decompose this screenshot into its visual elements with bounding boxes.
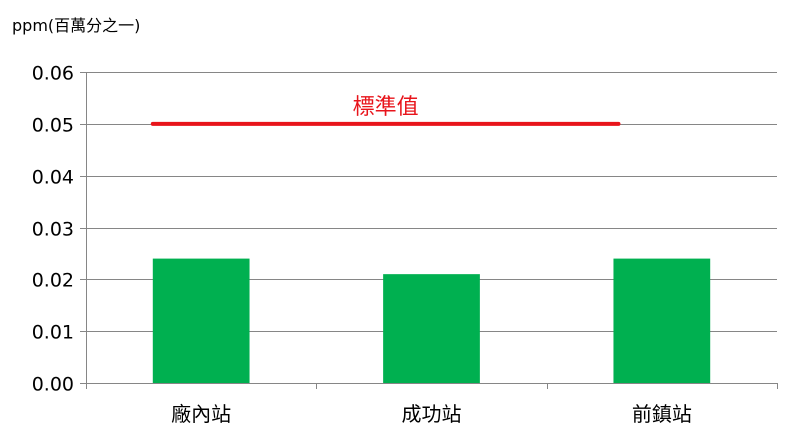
x-category-label: 廠內站 xyxy=(171,402,231,426)
x-category-label: 成功站 xyxy=(402,402,462,426)
standard-line-label: 標準值 xyxy=(353,95,419,120)
y-tick-label: 0.02 xyxy=(32,270,74,292)
x-category-label: 前鎮站 xyxy=(632,402,692,426)
bars xyxy=(152,258,711,383)
y-tick-label: 0.03 xyxy=(32,219,74,241)
bar xyxy=(383,274,480,383)
y-tick-label: 0.01 xyxy=(32,322,74,344)
y-tick-label: 0.00 xyxy=(32,374,74,396)
y-tick-label: 0.05 xyxy=(32,115,74,137)
standard-line-group: 標準值 xyxy=(150,95,621,126)
axis-labels: 0.00 0.01 0.02 0.03 0.04 0.05 0.06 廠內站 成功站 前鎮站 xyxy=(32,63,692,427)
axes xyxy=(80,72,778,389)
bar xyxy=(152,258,250,383)
y-tick-label: 0.06 xyxy=(32,63,74,85)
bar xyxy=(613,258,711,383)
y-axis-unit-label: ppm(百萬分之一) xyxy=(12,16,141,35)
y-tick-label: 0.04 xyxy=(32,167,74,189)
